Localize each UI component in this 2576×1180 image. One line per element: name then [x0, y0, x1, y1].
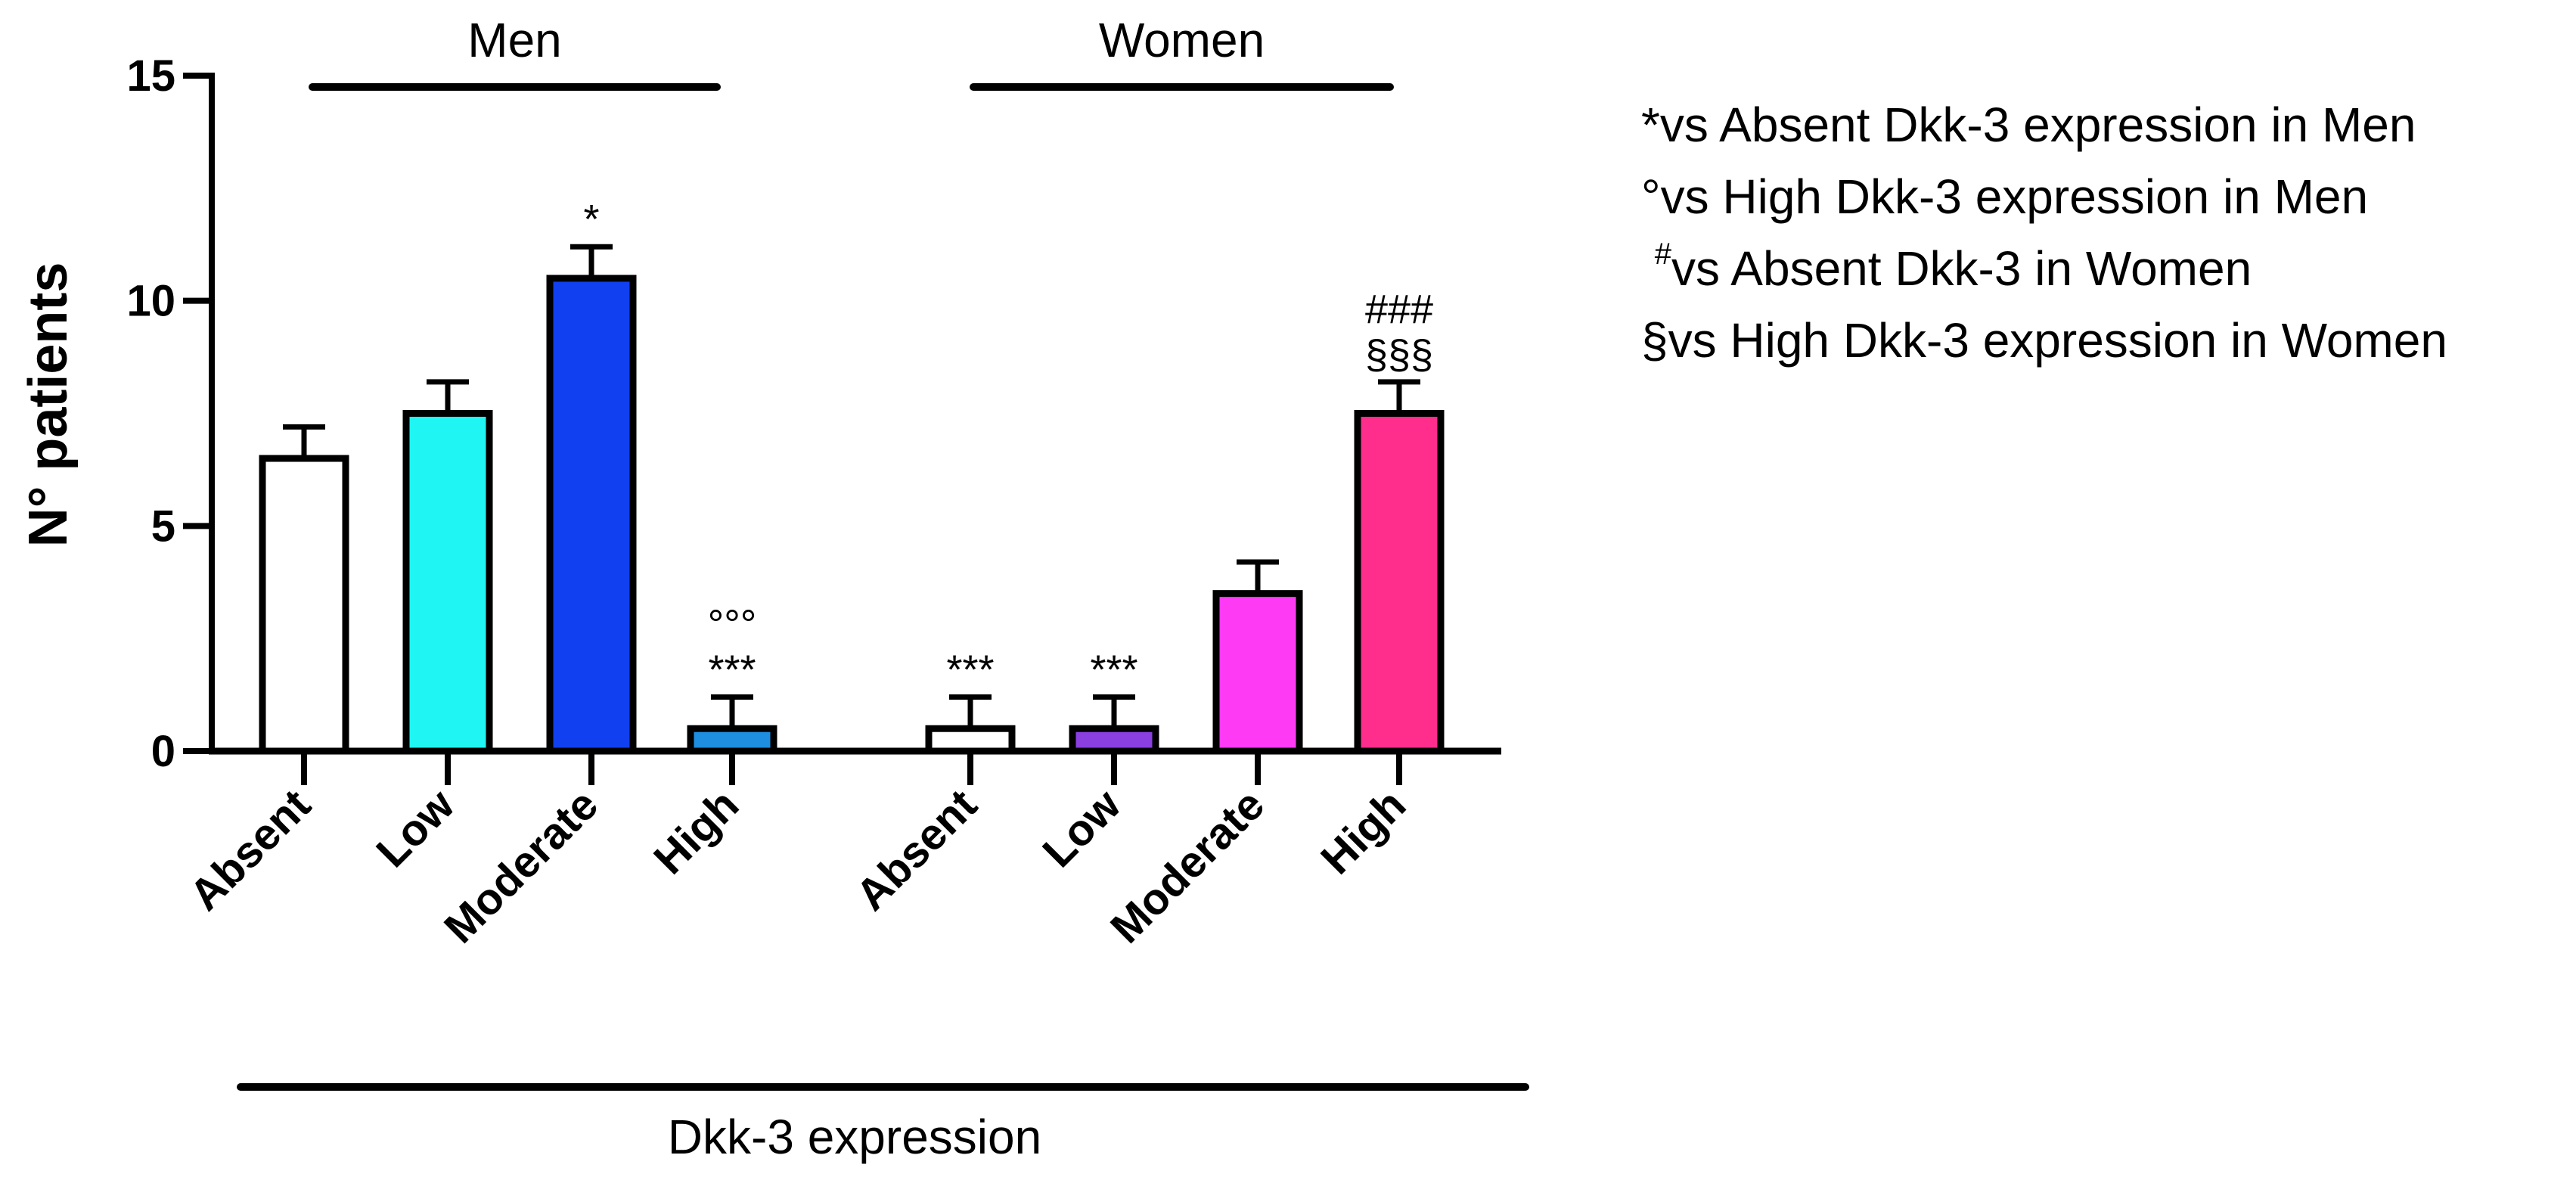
legend-text: vs High Dkk-3 expression in Men: [1660, 169, 2369, 224]
x-tick-label: Moderate: [1101, 780, 1274, 952]
bar-men-absent: [259, 455, 349, 755]
y-tick-label: 5: [151, 502, 175, 551]
x-tick-label: High: [644, 780, 748, 883]
significance-legend: *vs Absent Dkk-3 expression in Men °vs H…: [1641, 89, 2447, 377]
significance-marker: ***: [708, 647, 756, 693]
x-tick-label: High: [1311, 780, 1415, 883]
bar-men-low: [402, 410, 493, 755]
legend-text: vs High Dkk-3 expression in Women: [1668, 313, 2447, 368]
x-tick-label: Low: [367, 780, 464, 877]
y-tick-label: 0: [151, 727, 175, 776]
y-tick-label: 10: [126, 277, 175, 326]
legend-item-men-absent: *vs Absent Dkk-3 expression in Men: [1641, 89, 2447, 161]
legend-item-women-absent: #vs Absent Dkk-3 in Women: [1641, 233, 2447, 305]
legend-item-men-high: °vs High Dkk-3 expression in Men: [1641, 161, 2447, 233]
significance-marker: ***: [946, 647, 994, 693]
legend-symbol: °: [1641, 169, 1661, 224]
significance-marker: ***: [1090, 647, 1137, 693]
significance-marker: §§§: [1365, 332, 1433, 377]
legend-symbol: §: [1641, 313, 1668, 368]
x-tick-label: Absent: [846, 780, 986, 920]
x-tick-label: Low: [1033, 780, 1131, 877]
bar-women-high: [1354, 410, 1445, 755]
significance-marker: *: [583, 197, 599, 242]
group-label: Women: [1099, 13, 1265, 67]
legend-symbol: *: [1641, 98, 1660, 152]
x-axis-title: Dkk-3 expression: [668, 1110, 1041, 1164]
significance-marker: °°°: [708, 602, 757, 647]
legend-text: vs Absent Dkk-3 in Women: [1671, 241, 2252, 296]
x-tick-label: Absent: [180, 780, 320, 920]
bar-women-moderate: [1212, 590, 1303, 755]
legend-symbol: #: [1654, 238, 1672, 271]
group-label: Men: [467, 13, 562, 67]
bar-men-moderate: [546, 275, 637, 755]
x-tick-label: Moderate: [435, 780, 607, 952]
legend-text: vs Absent Dkk-3 expression in Men: [1659, 98, 2416, 152]
y-axis-title: N° patients: [18, 262, 79, 548]
y-tick-label: 15: [126, 51, 175, 101]
significance-marker: ###: [1365, 287, 1433, 332]
legend-item-women-high: §vs High Dkk-3 expression in Women: [1641, 305, 2447, 377]
